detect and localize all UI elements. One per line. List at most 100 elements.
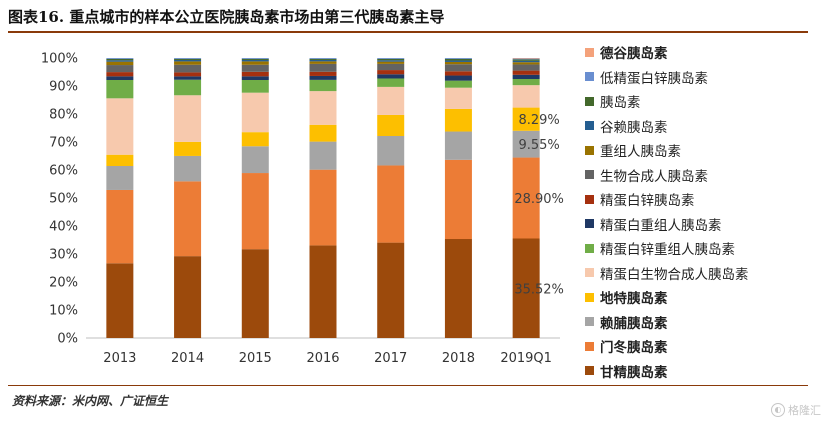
legend-item: 甘精胰岛素 [585,359,749,384]
bar-segment [444,87,472,109]
bar-segment [512,107,540,131]
bar-segment [444,71,472,76]
bar-segment [444,239,472,338]
legend-swatch [585,317,594,327]
bar-segment [174,181,202,257]
bar-segment [106,98,134,155]
bar-segment [377,242,405,338]
bar-segment [512,70,540,75]
bar-segment [106,76,134,80]
bar-segment [174,79,202,96]
legend-label: 甘精胰岛素 [600,364,668,381]
bar-segment [377,61,405,64]
y-tick-label: 0% [57,332,78,347]
chart-legend: 德谷胰岛素 低精蛋白锌胰岛素 胰岛素 谷赖胰岛素 重组人胰岛素 生物合成人胰岛素 精蛋白锌胰… [585,40,749,383]
bar-segment [377,74,405,79]
bar-segment [512,85,540,108]
bar-segment [174,155,202,182]
bar-segment [241,173,269,250]
x-tick-label: 2017 [374,351,407,366]
bar-segment [241,79,269,93]
legend-swatch [585,121,594,131]
bar-segment [377,63,405,71]
legend-item: 地特胰岛素 [585,285,749,310]
bar-segment [377,78,405,87]
bar-segment [106,65,134,73]
bar-segment [377,114,405,136]
bar-segment [174,59,202,62]
legend-label: 重组人胰岛素 [600,144,681,161]
legend-swatch [585,341,594,351]
y-tick-label: 30% [49,248,78,263]
watermark-logo-icon: ◐ [771,403,785,417]
legend-label: 胰岛素 [600,95,641,112]
title-divider [8,31,808,33]
legend-item: 低精蛋白锌胰岛素 [585,65,749,90]
y-tick-label: 100% [41,52,78,67]
bar-segment [309,58,337,59]
bar-segment [241,146,269,174]
legend-swatch [585,268,594,278]
legend-label: 赖脯胰岛素 [600,315,668,332]
y-tick-label: 70% [49,136,78,151]
bar-segment [106,165,134,190]
bar-segment [309,245,337,338]
bar-segment [377,165,405,243]
bar-segment [174,58,202,59]
bar-segment [512,157,540,239]
y-tick-label: 40% [49,220,78,235]
bar-segment [106,60,134,62]
bar-segment [174,141,202,156]
legend-item: 德谷胰岛素 [585,40,749,65]
bar-segment [309,141,337,170]
bar-segment [309,63,337,72]
bar-segment [106,154,134,166]
legend-item: 精蛋白生物合成人胰岛素 [585,261,749,286]
legend-item: 门冬胰岛素 [585,334,749,359]
watermark-text: 格隆汇 [788,404,821,417]
bar-segment [512,58,540,60]
bar-segment [512,238,540,338]
legend-item: 谷赖胰岛素 [585,114,749,139]
legend-label: 门冬胰岛素 [600,340,668,357]
legend-label: 精蛋白重组人胰岛素 [600,217,722,234]
bar-segment [241,59,269,62]
legend-label: 精蛋白生物合成人胰岛素 [600,266,749,283]
y-tick-label: 10% [49,304,78,319]
bar-segment [309,59,337,62]
x-tick-label: 2016 [306,351,339,366]
legend-label: 地特胰岛素 [600,291,668,308]
bar-segment [174,64,202,73]
data-label: 28.90% [514,192,564,207]
legend-item: 生物合成人胰岛素 [585,163,749,188]
legend-item: 精蛋白重组人胰岛素 [585,212,749,237]
x-tick-label: 2013 [103,351,136,366]
y-tick-label: 80% [49,108,78,123]
bar-segment [309,169,337,246]
bar-segment [309,58,337,60]
watermark: ◐ 格隆汇 [771,402,821,418]
legend-label: 德谷胰岛素 [600,46,668,63]
bar-segment [377,135,405,166]
bar-segment [174,95,202,142]
legend-item: 重组人胰岛素 [585,138,749,163]
bar-segment [309,91,337,125]
bar-segment [512,60,540,63]
bar-segment [241,132,269,147]
bar-segment [106,58,134,59]
x-tick-label: 2014 [171,351,204,366]
bar-segment [512,64,540,71]
bar-segment [241,76,269,80]
legend-swatch [585,72,594,82]
y-tick-label: 50% [49,192,78,207]
bar-segment [174,72,202,77]
legend-swatch [585,194,594,204]
legend-item: 胰岛素 [585,89,749,114]
bar-segment [309,75,337,80]
bar-segment [241,249,269,338]
bar-segment [444,58,472,61]
bar-segment [309,61,337,64]
bar-segment [241,92,269,133]
legend-swatch [585,243,594,253]
legend-swatch [585,219,594,229]
